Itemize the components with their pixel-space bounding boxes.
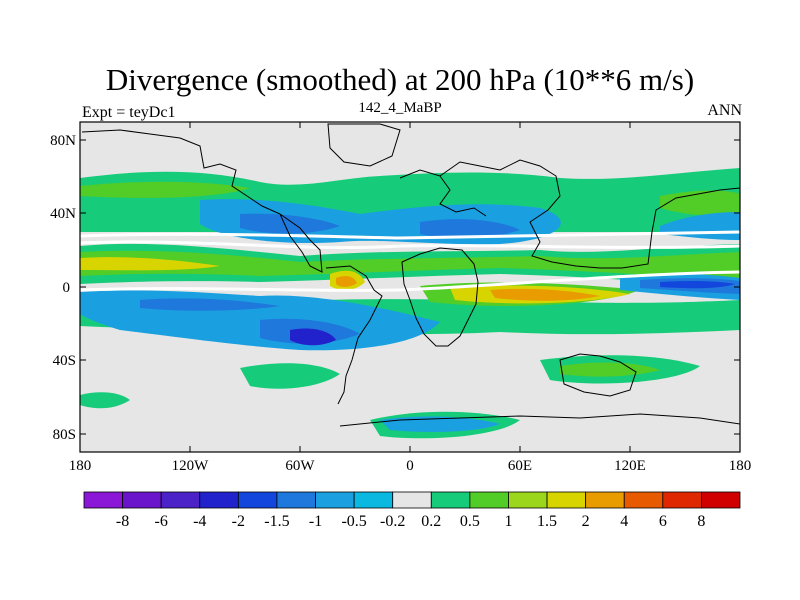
- colorbar-label: 1.5: [537, 513, 557, 530]
- contour-band: [290, 328, 336, 346]
- experiment-label: Expt = teyDc1: [82, 104, 176, 121]
- colorbar-box: [392, 491, 432, 509]
- lon-label-180e: 180: [729, 458, 752, 474]
- colorbar-box: [237, 491, 278, 509]
- colorbar-label: 6: [659, 513, 667, 530]
- season-label: ANN: [707, 102, 742, 119]
- colorbar-box: [122, 491, 162, 509]
- lon-label-0: 0: [406, 458, 414, 474]
- colorbar-label: -1.5: [264, 513, 289, 530]
- colorbar-box: [623, 491, 664, 509]
- lat-label-80s: 80S: [53, 427, 76, 443]
- lon-label-120w: 120W: [172, 458, 210, 474]
- colorbar-label: 2: [582, 513, 590, 530]
- contour-band: [140, 298, 280, 311]
- colorbar-box: [508, 491, 548, 509]
- colorbar-labels: -8 -6 -4 -2 -1.5 -1 -0.5 -0.2 0.2 0.5 1 1.5 2 4 6 8: [116, 513, 705, 530]
- contour-band: [80, 240, 740, 250]
- colorbar-label: 0.2: [421, 513, 441, 530]
- coastline-north-america: [81, 129, 323, 273]
- lon-label-60e: 60E: [508, 458, 532, 474]
- colorbar-box: [353, 491, 394, 509]
- colorbar-label: 8: [697, 513, 705, 530]
- colorbar-label: -0.2: [380, 513, 405, 530]
- colorbar-label: -2: [232, 513, 245, 530]
- axis-ticks: [80, 122, 740, 452]
- colorbar-box: [585, 491, 625, 509]
- colorbar-box: [276, 491, 316, 509]
- coastline-south-america: [325, 265, 383, 405]
- contour-band: [490, 288, 600, 301]
- contour-band: [420, 219, 520, 239]
- contour-field: [80, 122, 740, 452]
- lon-label-180w: 180: [69, 458, 92, 474]
- colorbar-box: [199, 491, 239, 509]
- lat-label-40s: 40S: [53, 353, 76, 369]
- colorbar-label: -0.5: [341, 513, 366, 530]
- contour-band: [80, 257, 220, 271]
- contour-band: [80, 270, 740, 292]
- lat-label-40n: 40N: [50, 206, 76, 222]
- contour-band: [380, 416, 500, 432]
- colorbar-box: [662, 491, 702, 509]
- colorbar-box: [469, 491, 509, 509]
- colorbar-box: [701, 491, 741, 509]
- lat-label-equator: 0: [63, 280, 71, 296]
- coastline-eurasia: [399, 159, 740, 269]
- contour-band: [660, 280, 735, 289]
- coastline-europe: [439, 175, 487, 217]
- contour-band: [240, 213, 340, 234]
- coastline-africa: [401, 247, 479, 347]
- contour-band: [80, 181, 250, 198]
- colorbar-box: [430, 491, 471, 509]
- contour-band: [560, 362, 660, 377]
- colorbar-box: [83, 491, 123, 509]
- map-title: Divergence (smoothed) at 200 hPa (10**6 …: [105, 62, 695, 97]
- colorbar-label: -4: [193, 513, 206, 530]
- colorbar-label: 4: [620, 513, 628, 530]
- colorbar-box: [160, 491, 201, 509]
- colorbar-box: [546, 491, 587, 509]
- coastline-layer: [81, 123, 740, 427]
- coastline-antarctica: [339, 413, 740, 427]
- contour-band: [80, 250, 740, 280]
- contour-band: [80, 392, 130, 409]
- colorbar-box: [315, 491, 355, 509]
- lat-label-80n: 80N: [50, 133, 76, 149]
- coastline-greenland: [327, 123, 401, 167]
- lon-label-120e: 120E: [614, 458, 646, 474]
- coastline-australia: [559, 353, 637, 397]
- colorbar: [83, 491, 741, 509]
- lon-label-60w: 60W: [285, 458, 315, 474]
- contour-band: [80, 230, 740, 240]
- colorbar-label: -8: [116, 513, 129, 530]
- colorbar-label: 1: [504, 513, 512, 530]
- contour-band: [240, 363, 340, 389]
- colorbar-label: 0.5: [460, 513, 480, 530]
- contour-band: [336, 275, 357, 287]
- colorbar-label: -1: [309, 513, 322, 530]
- case-label: 142_4_MaBP: [358, 100, 442, 116]
- colorbar-label: -6: [155, 513, 168, 530]
